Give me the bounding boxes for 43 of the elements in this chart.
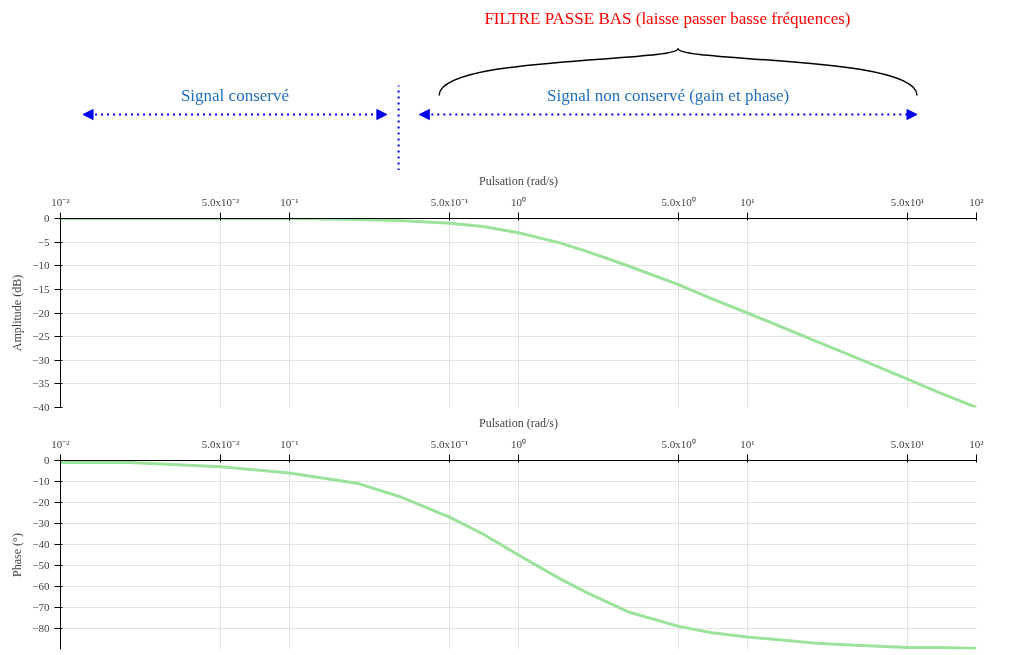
x-tick-label: 10⁻² — [51, 195, 71, 208]
y-tick-label: −60 — [32, 580, 50, 592]
x-tick-label: 5.0x10⁻² — [201, 437, 241, 450]
x-axis-title: Pulsation (rad/s) — [479, 415, 558, 430]
x-tick-label: 5.0x10⁰ — [661, 195, 696, 208]
text: Signal conservé — [180, 86, 290, 105]
y-tick-label: −15 — [32, 282, 50, 295]
text: Signal non conservé (gain et phase) — [547, 86, 790, 105]
x-tick-label: 10⁻¹ — [280, 195, 299, 208]
x-tick-label: 10⁻¹ — [280, 437, 299, 450]
y-tick-label: −30 — [32, 353, 50, 366]
y-tick-label: −40 — [32, 401, 50, 413]
y-tick-label: −35 — [32, 377, 50, 390]
y-tick-label: −20 — [32, 496, 50, 508]
y-tick-label: −10 — [32, 259, 50, 272]
y-tick-label: −30 — [32, 517, 50, 529]
x-tick-label: 10² — [969, 195, 985, 208]
y-tick-label: −80 — [32, 622, 50, 634]
x-tick-label: 5.0x10⁻¹ — [430, 195, 469, 208]
y-tick-label: −70 — [32, 601, 50, 613]
y-tick-label: −40 — [32, 538, 50, 550]
x-tick-label: 5.0x10¹ — [890, 195, 925, 208]
y-tick-label: −5 — [37, 235, 50, 248]
x-tick-label: 10² — [969, 437, 985, 450]
x-tick-label: 5.0x10⁰ — [661, 437, 696, 450]
x-tick-label: 5.0x10⁻² — [201, 195, 241, 208]
y-tick-label: 0 — [44, 454, 50, 466]
x-tick-label: 10⁰ — [511, 195, 526, 208]
x-tick-label: 5.0x10¹ — [890, 437, 925, 450]
y-tick-label: −25 — [32, 330, 50, 343]
y-axis-title: Amplitude (dB) — [10, 274, 25, 352]
chart-title: FILTRE PASSE BAS (laisse passer basse fréquences) — [484, 9, 851, 28]
x-axis-title: Pulsation (rad/s) — [479, 173, 558, 188]
y-tick-label: 0 — [44, 212, 50, 224]
y-tick-label: −50 — [32, 559, 50, 571]
x-tick-label: 10⁰ — [511, 437, 526, 450]
y-tick-label: −10 — [32, 475, 50, 487]
x-tick-label: 10¹ — [740, 437, 755, 450]
x-tick-label: 10¹ — [740, 195, 755, 208]
x-tick-label: 5.0x10⁻¹ — [430, 437, 469, 450]
y-axis-title: Phase (°) — [10, 533, 25, 577]
y-tick-label: −20 — [32, 306, 50, 319]
x-tick-label: 10⁻² — [51, 437, 71, 450]
